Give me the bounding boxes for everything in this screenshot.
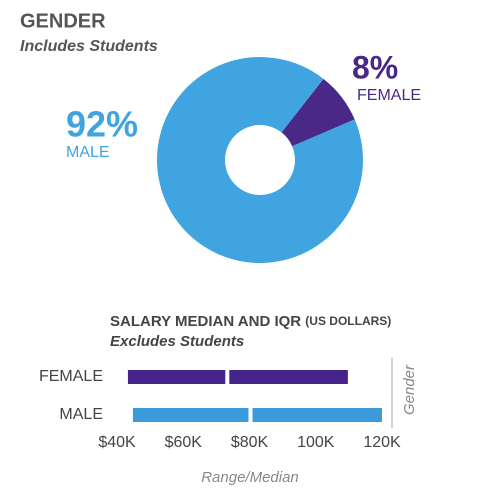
donut-slice: [281, 78, 355, 147]
x-tick-label: 100K: [297, 434, 335, 451]
title-main: SALARY MEDIAN AND IQR: [110, 313, 301, 330]
donut-slice: [156, 56, 363, 263]
x-tick-label: $80K: [231, 434, 269, 451]
x-tick-label: $40K: [98, 434, 136, 451]
value-label: 92%: [66, 104, 138, 145]
value-label: 8%: [352, 49, 398, 85]
iqr-lower: [127, 370, 226, 384]
iqr-upper: [252, 408, 382, 422]
chart-title: SALARY MEDIAN AND IQR (US DOLLARS): [110, 313, 391, 330]
y-tick-label: FEMALE: [39, 368, 103, 385]
category-label: MALE: [66, 144, 110, 161]
chart-subtitle: Includes Students: [20, 38, 158, 55]
title-unit: (US DOLLARS): [305, 314, 391, 328]
x-axis-label: Range/Median: [201, 469, 299, 486]
iqr-upper: [229, 370, 348, 384]
category-label: FEMALE: [357, 87, 421, 104]
chart-subtitle: Excludes Students: [110, 333, 244, 350]
x-tick-label: 120K: [363, 434, 401, 451]
y-tick-label: MALE: [59, 406, 103, 423]
x-tick-label: $60K: [165, 434, 203, 451]
y-axis-label: Gender: [401, 364, 418, 415]
chart-title: GENDER: [20, 10, 106, 32]
iqr-lower: [132, 408, 249, 422]
